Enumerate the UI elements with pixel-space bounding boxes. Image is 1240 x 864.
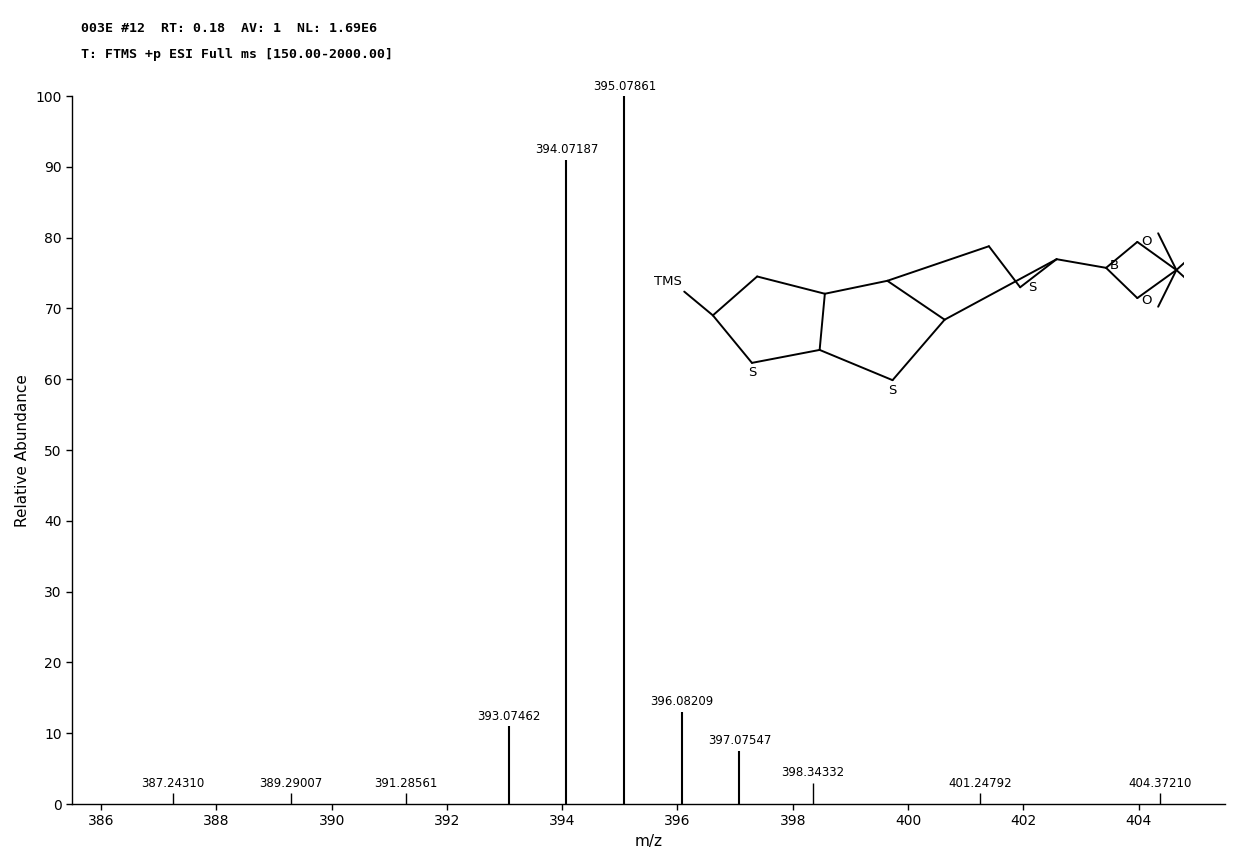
Text: 387.24310: 387.24310 [141, 777, 205, 790]
Text: 393.07462: 393.07462 [477, 709, 541, 722]
Text: S: S [1028, 281, 1037, 294]
Text: 396.08209: 396.08209 [651, 696, 714, 708]
Text: 401.24792: 401.24792 [949, 777, 1012, 790]
Text: TMS: TMS [653, 275, 682, 288]
X-axis label: m/z: m/z [635, 834, 662, 849]
Text: S: S [888, 384, 897, 397]
Text: O: O [1142, 294, 1152, 307]
Text: 003E #12  RT: 0.18  AV: 1  NL: 1.69E6: 003E #12 RT: 0.18 AV: 1 NL: 1.69E6 [81, 22, 377, 35]
Text: 395.07861: 395.07861 [593, 79, 656, 92]
Text: T: FTMS +p ESI Full ms [150.00-2000.00]: T: FTMS +p ESI Full ms [150.00-2000.00] [81, 48, 393, 60]
Y-axis label: Relative Abundance: Relative Abundance [15, 373, 30, 526]
Text: 391.28561: 391.28561 [374, 777, 438, 790]
Text: B: B [1110, 259, 1120, 272]
Text: 404.37210: 404.37210 [1128, 777, 1192, 790]
Text: 397.07547: 397.07547 [708, 734, 771, 747]
Text: S: S [748, 366, 756, 379]
Text: 389.29007: 389.29007 [259, 777, 322, 790]
Text: 398.34332: 398.34332 [781, 766, 844, 779]
Text: O: O [1142, 235, 1152, 249]
Text: 394.07187: 394.07187 [534, 143, 598, 156]
